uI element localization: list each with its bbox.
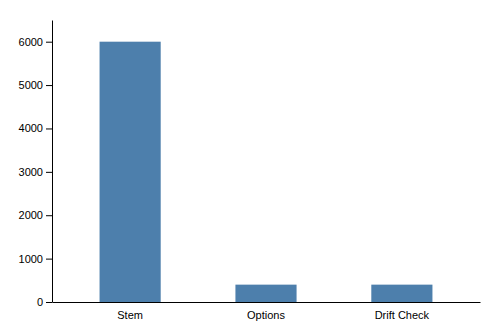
y-tick-label: 3000	[19, 166, 43, 178]
x-tick: Options	[247, 309, 285, 321]
x-tick: Drift Check	[375, 309, 430, 321]
y-tick: 0	[37, 296, 52, 308]
y-tick: 3000	[19, 166, 52, 178]
y-tick: 1000	[19, 253, 52, 265]
y-tick-mark	[46, 128, 52, 129]
y-tick-label: 0	[37, 296, 43, 308]
x-tick-label: Stem	[117, 309, 143, 321]
chart: 0 1000 2000 3000 4000 5000 6000 Stem Options Drif…	[0, 0, 500, 336]
bar	[235, 285, 296, 302]
y-axis: 0 1000 2000 3000 4000 5000 6000	[19, 21, 53, 309]
y-tick-label: 2000	[19, 209, 43, 221]
y-tick-mark	[46, 215, 52, 216]
y-tick-mark	[46, 42, 52, 43]
y-tick-label: 4000	[19, 122, 43, 134]
y-axis-line	[52, 21, 53, 303]
y-tick: 2000	[19, 209, 52, 221]
bar	[371, 285, 432, 302]
y-tick-mark	[46, 172, 52, 173]
y-tick: 4000	[19, 122, 52, 134]
y-tick: 5000	[19, 79, 52, 91]
bar	[100, 42, 161, 302]
y-tick-label: 6000	[19, 36, 43, 48]
bars	[100, 42, 433, 302]
y-tick-mark	[46, 302, 52, 303]
y-tick-label: 5000	[19, 79, 43, 91]
x-axis-line	[53, 302, 481, 303]
x-tick-label: Options	[247, 309, 285, 321]
x-axis: Stem Options Drift Check	[53, 303, 481, 321]
x-tick: Stem	[117, 309, 143, 321]
y-tick: 6000	[19, 36, 52, 48]
y-tick-mark	[46, 85, 52, 86]
y-tick-label: 1000	[19, 253, 43, 265]
plot: 0 1000 2000 3000 4000 5000 6000 Stem Options Drif…	[19, 21, 481, 321]
x-tick-label: Drift Check	[375, 309, 430, 321]
y-tick-mark	[46, 259, 52, 260]
